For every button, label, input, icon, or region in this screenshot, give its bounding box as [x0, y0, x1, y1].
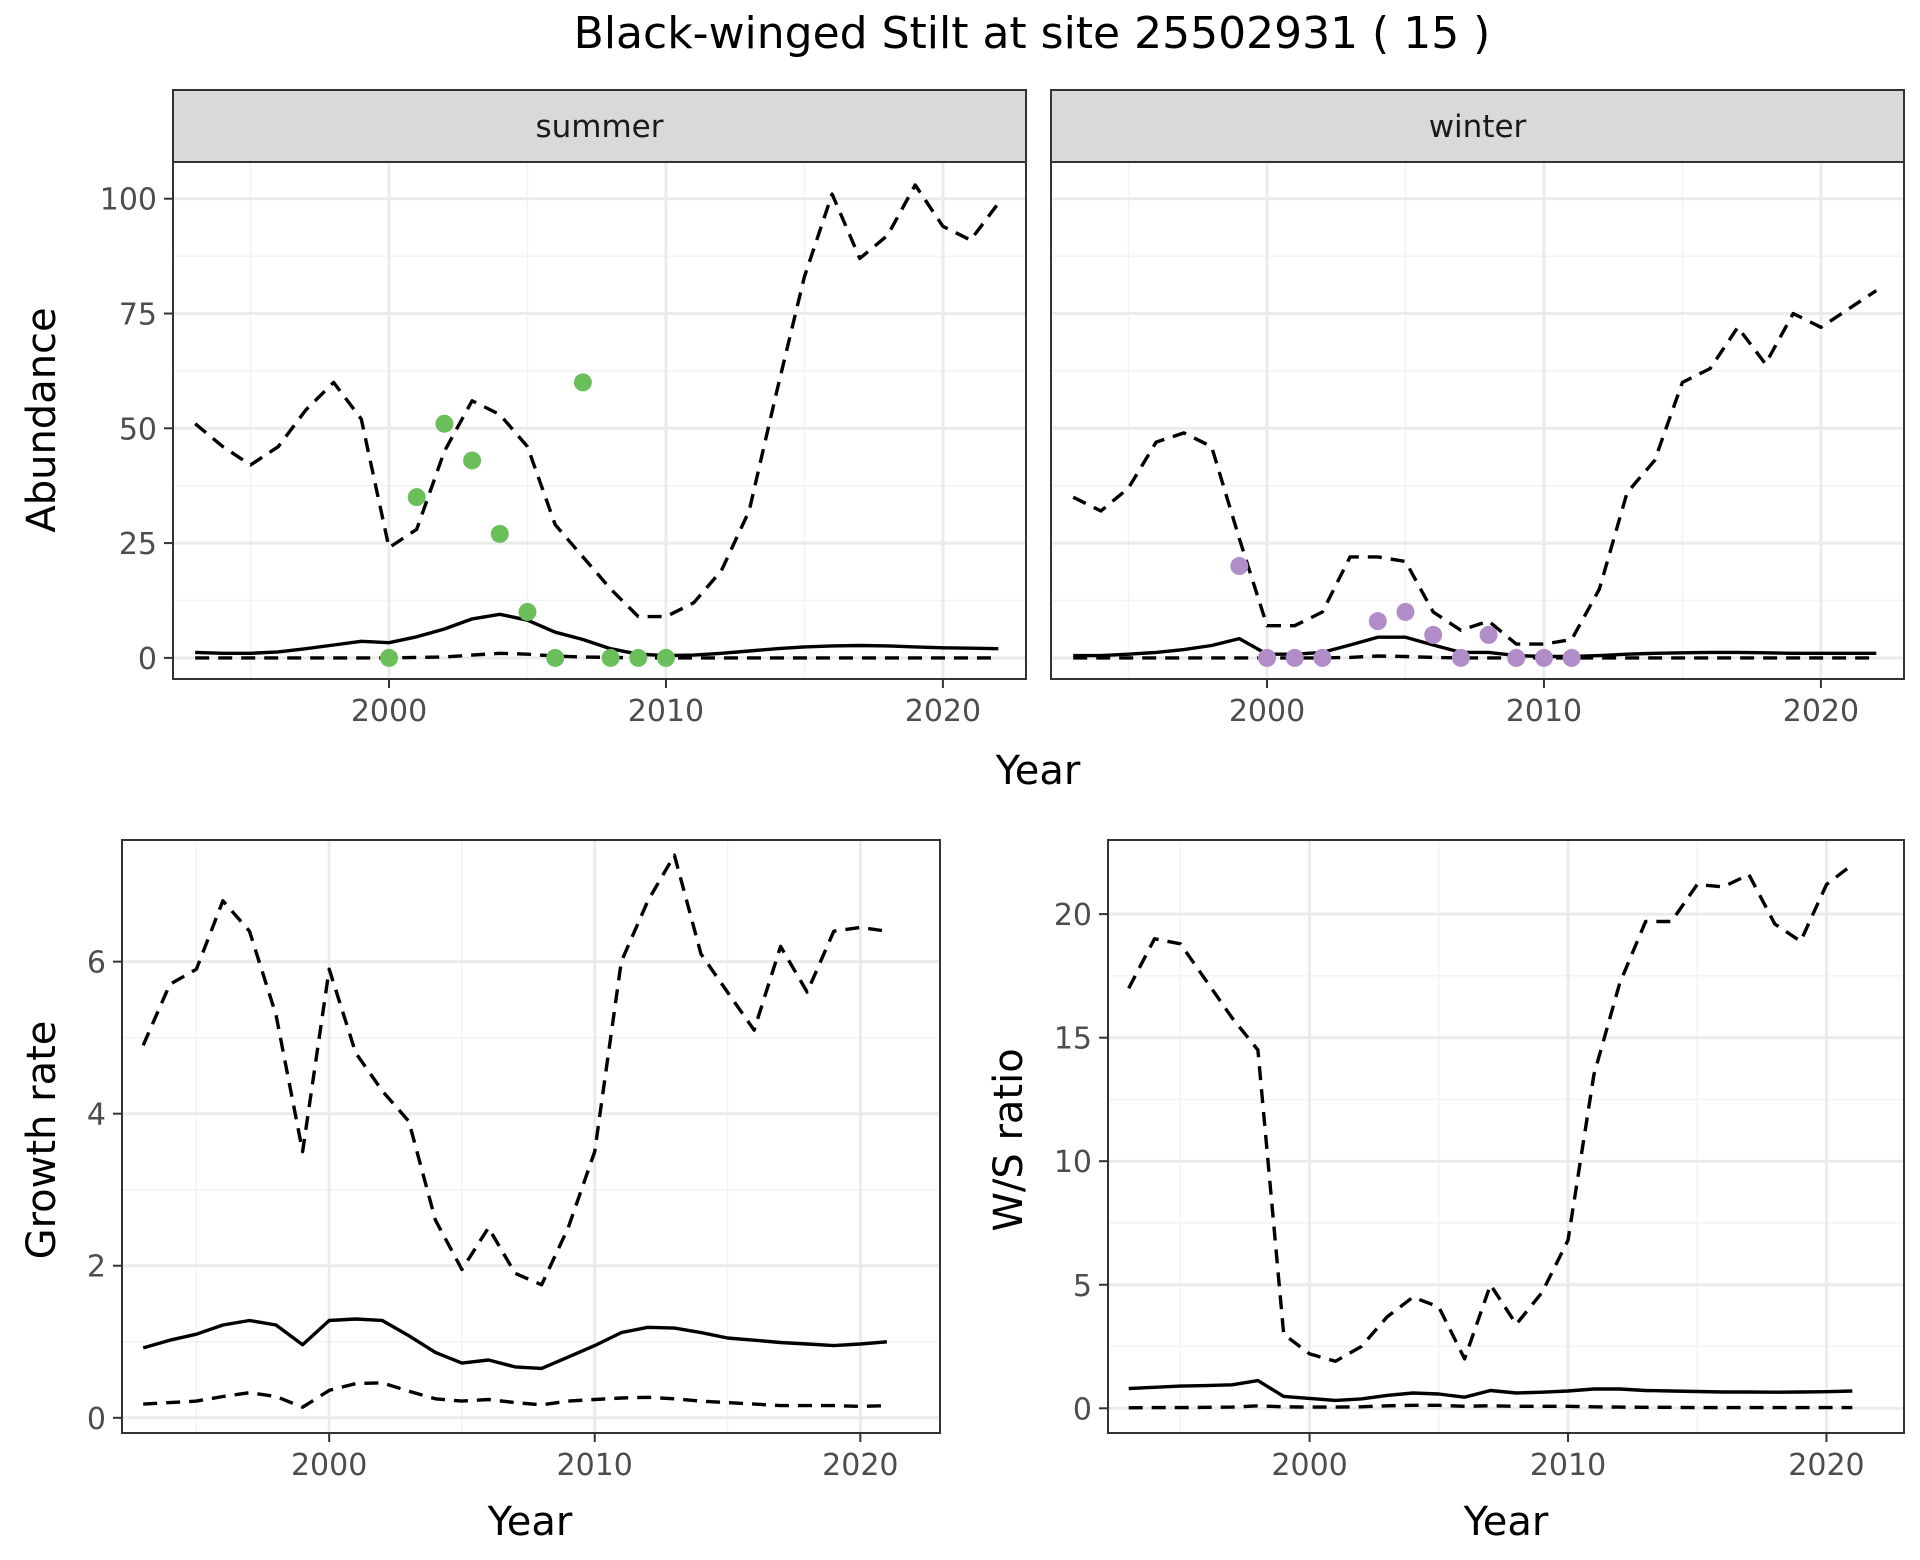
mean-line — [195, 612, 999, 658]
x-tick-label: 2000 — [291, 1448, 367, 1483]
observed-count-point — [1396, 602, 1415, 621]
observed-count-point — [1285, 648, 1304, 667]
panel-border — [172, 161, 1027, 680]
abundance-panel-winter: winter 2000 2010 2020 — [1050, 89, 1905, 729]
y-tick-label: 10 — [1054, 1145, 1092, 1180]
y-tick-label: 0 — [1073, 1392, 1092, 1427]
observed-count-point — [1258, 648, 1277, 667]
x-tick-label: 2000 — [1229, 694, 1305, 729]
observed-count-point — [1424, 625, 1443, 644]
ws-ratio-panel: 2000 2010 2020 0 5 10 15 20 — [1054, 839, 1905, 1483]
observed-count-point — [1562, 648, 1581, 667]
y-tick-label: 6 — [87, 946, 106, 981]
facet-label-winter: winter — [1429, 109, 1527, 145]
observed-count-point — [629, 648, 648, 667]
x-tick-label: 2020 — [905, 694, 981, 729]
x-tick-label: 2020 — [1783, 694, 1859, 729]
upper-bound-line — [1127, 863, 1854, 1364]
growth-rate-panel: 2000 2010 2020 0 2 4 6 — [87, 839, 941, 1483]
upper-bound-line — [194, 183, 1000, 619]
x-tick-label: 2000 — [1271, 1448, 1347, 1483]
facet-label-summer: summer — [535, 109, 663, 145]
panel-border — [1107, 839, 1905, 1434]
facet-strip-summer — [172, 89, 1027, 163]
y-tick-label: 20 — [1054, 898, 1092, 933]
mean-line — [1073, 635, 1877, 659]
abundance-x-axis-title: Year — [995, 748, 1081, 794]
ratio-x-axis-title: Year — [1463, 1499, 1549, 1545]
observed-count-point — [573, 373, 592, 392]
panel-border — [121, 839, 941, 1434]
growth-y-axis-title: Growth rate — [19, 1021, 65, 1260]
x-tick-label: 2020 — [822, 1448, 898, 1483]
observed-count-point — [490, 524, 509, 543]
observed-count-point — [601, 648, 620, 667]
lower-bound-line — [143, 1381, 887, 1409]
upper-bound-line — [1072, 289, 1878, 646]
observed-count-point — [1368, 612, 1387, 631]
observed-count-point — [656, 648, 675, 667]
observed-count-point — [1507, 648, 1526, 667]
observed-count-point — [546, 648, 565, 667]
lower-bound-line — [195, 651, 999, 660]
x-tick-label: 2010 — [1530, 1448, 1606, 1483]
growth-x-axis-title: Year — [487, 1499, 573, 1545]
panel-border — [1050, 161, 1905, 680]
y-tick-label: 25 — [119, 527, 157, 562]
y-tick-label: 0 — [138, 642, 157, 677]
abundance-panel-summer: summer 2000 2010 2020 0 25 50 75 100 — [100, 89, 1027, 729]
facet-strip-winter — [1050, 89, 1905, 163]
observed-count-point — [1313, 648, 1332, 667]
lower-bound-line — [1073, 654, 1877, 660]
observed-count-point — [1479, 625, 1498, 644]
ratio-y-axis-title: W/S ratio — [986, 1048, 1032, 1231]
observed-count-point — [1230, 557, 1249, 576]
mean-line — [142, 1317, 888, 1371]
observed-count-point — [463, 451, 482, 470]
x-tick-label: 2010 — [1506, 694, 1582, 729]
lower-bound-line — [1128, 1403, 1853, 1410]
y-tick-label: 2 — [87, 1250, 106, 1285]
y-tick-label: 100 — [100, 183, 157, 218]
observed-count-point — [1451, 648, 1470, 667]
y-tick-label: 15 — [1054, 1022, 1092, 1057]
observed-count-point — [407, 488, 426, 507]
figure-title: Black-winged Stilt at site 25502931 ( 15… — [574, 8, 1491, 59]
y-tick-label: 5 — [1073, 1269, 1092, 1304]
mean-line — [1128, 1378, 1853, 1403]
x-tick-label: 2010 — [628, 694, 704, 729]
x-tick-label: 2020 — [1788, 1448, 1864, 1483]
observed-count-point — [518, 602, 537, 621]
y-tick-label: 0 — [87, 1402, 106, 1437]
observed-count-point — [380, 648, 399, 667]
abundance-y-axis-title: Abundance — [19, 307, 65, 532]
x-tick-label: 2010 — [557, 1448, 633, 1483]
y-tick-label: 75 — [119, 298, 157, 333]
observed-count-point — [1534, 648, 1553, 667]
observed-count-point — [435, 414, 454, 433]
y-tick-label: 50 — [119, 412, 157, 447]
y-tick-label: 4 — [87, 1098, 106, 1133]
x-tick-label: 2000 — [351, 694, 427, 729]
